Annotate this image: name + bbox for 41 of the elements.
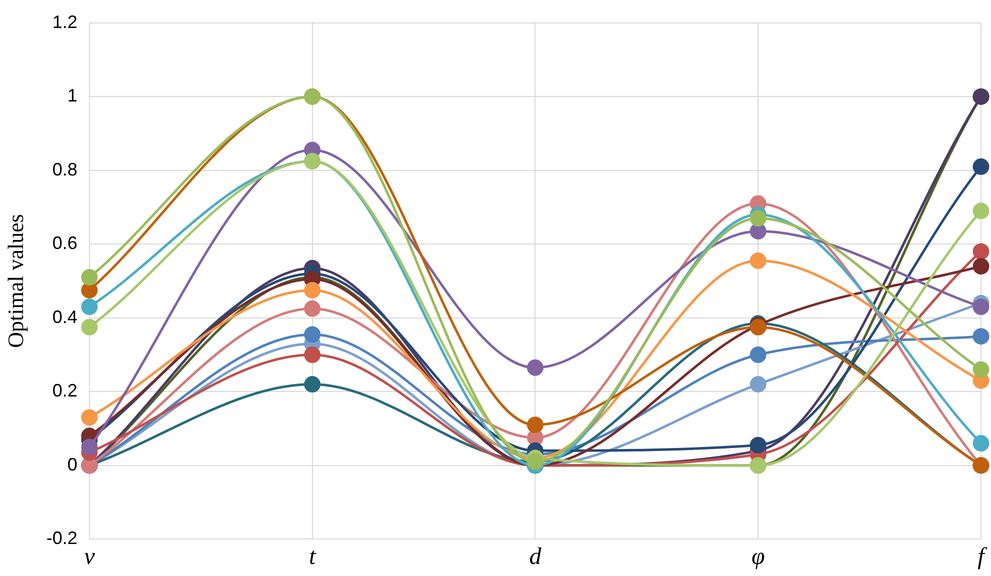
point (972, 158, 990, 175)
y-tick-label: 0.2 (52, 380, 78, 401)
point (750, 436, 766, 454)
point (750, 222, 766, 240)
point (972, 258, 990, 274)
y-tick-label: 0.6 (52, 233, 78, 254)
point (750, 376, 766, 393)
y-tick-label: 0.4 (52, 306, 78, 327)
x-tick-label: d (529, 544, 542, 570)
point (81, 298, 98, 316)
point (972, 243, 990, 260)
y-axis-title: Optimal values (2, 214, 28, 348)
point (81, 282, 98, 298)
point (304, 282, 321, 298)
y-tick-label: 0 (67, 454, 78, 474)
point (526, 359, 544, 376)
point (526, 416, 544, 434)
point (750, 252, 766, 269)
point (81, 318, 98, 336)
point (750, 346, 766, 364)
point (972, 361, 990, 378)
point (972, 202, 990, 220)
point (81, 438, 98, 456)
point (304, 300, 321, 317)
point (304, 376, 321, 393)
point (81, 269, 98, 286)
point (972, 435, 990, 452)
point (972, 328, 990, 345)
y-tick-label: 0.8 (52, 159, 78, 180)
x-tick-label: φ (751, 544, 765, 570)
point (750, 210, 766, 227)
point (972, 298, 990, 316)
x-tick-label: v (84, 544, 96, 570)
y-tick-label: -0.2 (46, 528, 78, 548)
point (304, 326, 321, 343)
x-tick-label: f (978, 544, 988, 570)
point (304, 346, 321, 364)
y-tick-label: 1.2 (52, 12, 78, 32)
x-tick-label: t (308, 544, 317, 570)
point (81, 409, 98, 426)
y-tick-label: 1 (67, 86, 78, 106)
